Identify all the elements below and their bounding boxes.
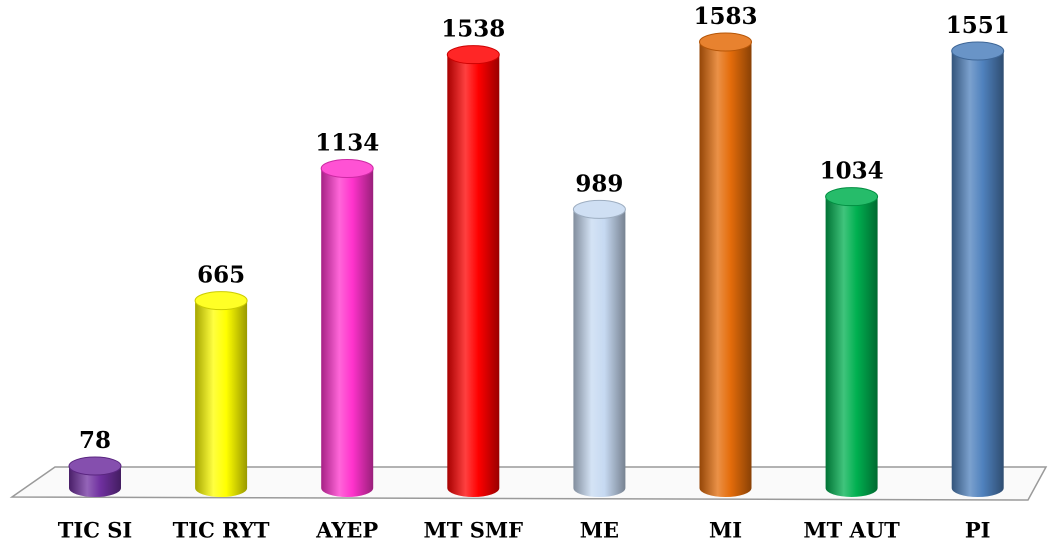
bar-top bbox=[194, 291, 248, 311]
x-tick-label: MT SMF bbox=[424, 518, 524, 543]
value-label: 1034 bbox=[820, 158, 884, 185]
x-tick-label: TIC RYT bbox=[173, 518, 270, 543]
x-tick-label: AYEP bbox=[315, 518, 378, 543]
bar-top bbox=[699, 32, 752, 52]
bar bbox=[321, 168, 374, 497]
bar bbox=[699, 42, 752, 497]
x-tick-label: PI bbox=[965, 518, 991, 543]
x-tick-label: MT AUT bbox=[803, 518, 900, 543]
x-tick-label: ME bbox=[580, 518, 619, 543]
value-label: 665 bbox=[197, 262, 245, 289]
bar-top bbox=[446, 45, 500, 65]
bar bbox=[951, 51, 1004, 497]
value-label: 989 bbox=[575, 170, 623, 197]
bar bbox=[825, 196, 878, 497]
x-tick-label: TIC SI bbox=[58, 518, 132, 543]
bar-top bbox=[825, 187, 879, 207]
bar bbox=[447, 54, 500, 497]
bar-top bbox=[951, 41, 1005, 61]
value-label: 1551 bbox=[946, 12, 1010, 39]
value-label: 1538 bbox=[441, 16, 505, 43]
value-label: 78 bbox=[79, 427, 111, 454]
bar-top bbox=[320, 159, 374, 179]
bar-top bbox=[572, 199, 626, 219]
bar bbox=[195, 300, 248, 497]
x-tick-label: MI bbox=[709, 518, 742, 543]
value-label: 1583 bbox=[693, 3, 757, 30]
floor bbox=[9, 466, 1048, 501]
value-label: 1134 bbox=[315, 130, 379, 157]
bar bbox=[573, 209, 626, 497]
bar-top bbox=[68, 456, 122, 476]
